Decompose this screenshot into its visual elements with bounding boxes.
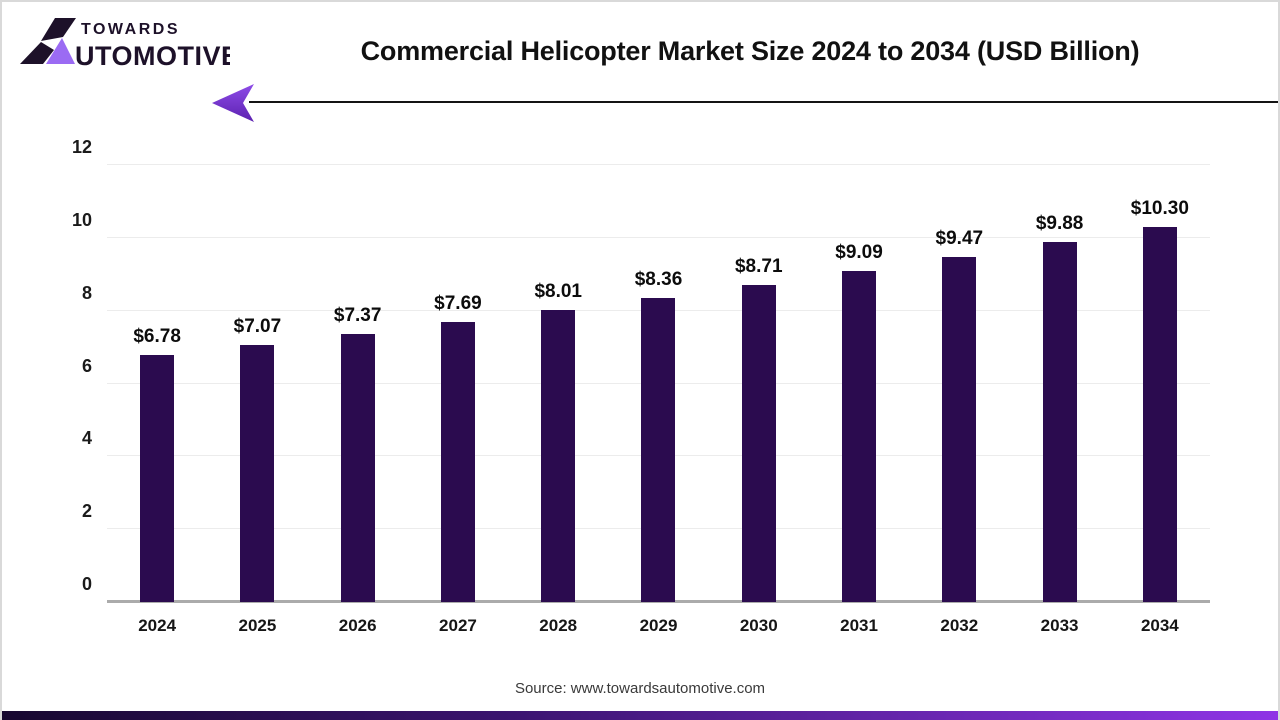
x-axis-tick-label: 2026	[338, 616, 377, 635]
bar-value-label: $9.09	[835, 241, 883, 263]
bar-2029	[641, 297, 676, 602]
bar-2025	[240, 344, 275, 602]
bar-value-label: $8.71	[734, 255, 783, 277]
bar-column-2028: $8.01 2028	[508, 165, 608, 634]
x-axis-tick-label: 2025	[238, 616, 277, 635]
x-axis-tick-label: 2031	[840, 616, 878, 635]
gridline	[107, 236, 1210, 238]
bar-column-2027: $7.69 2027	[408, 165, 508, 634]
bar-2026	[340, 333, 375, 602]
header-divider-line	[249, 101, 1278, 103]
bar-2024	[140, 355, 175, 602]
y-axis-tick-label: 2	[81, 501, 92, 522]
y-axis-tick-label: 10	[71, 209, 92, 230]
x-axis-tick-label: 2028	[539, 616, 578, 635]
x-axis-tick-label: 2029	[639, 616, 678, 635]
x-axis-tick-label: 2024	[138, 616, 177, 635]
bar-column-2030: $8.71 2030	[709, 165, 809, 634]
x-axis-tick-label: 2027	[439, 616, 477, 635]
logo-accent-triangle	[46, 38, 75, 64]
bar-2030	[741, 284, 776, 602]
source-text: Source: www.towardsautomotive.com	[514, 680, 766, 697]
bar-2034	[1142, 226, 1177, 602]
bar-2031	[842, 270, 877, 602]
bar-value-label: $7.37	[333, 304, 382, 326]
logo-top-text: TOWARDS	[81, 21, 180, 38]
x-axis-tick-label: 2032	[940, 616, 979, 635]
arrow-left-icon	[212, 84, 254, 122]
bar-2032	[942, 257, 977, 602]
bar-column-2025: $7.07 2025	[207, 165, 307, 634]
bar-2027	[440, 321, 475, 602]
bar-2033	[1042, 242, 1077, 602]
x-axis-tick-label: 2030	[739, 616, 778, 635]
bar-column-2033: $9.88 2033	[1009, 165, 1109, 634]
page-title: Commercial Helicopter Market Size 2024 t…	[360, 36, 1140, 66]
y-axis-tick-label: 4	[81, 428, 92, 449]
logo-peak-shape	[41, 18, 76, 41]
y-axis-tick-label: 8	[81, 282, 92, 303]
bar-value-label: $7.69	[434, 292, 482, 314]
bar-value-label: $6.78	[133, 326, 181, 348]
y-axis-tick-label: 0	[81, 574, 92, 594]
logo-bottom-text: UTOMOTIVE	[75, 41, 230, 70]
bar-column-2029: $8.36 2029	[608, 165, 708, 634]
bar-value-label: $10.30	[1130, 197, 1189, 219]
bar-column-2031: $9.09 2031	[809, 165, 909, 634]
bar-2028	[541, 310, 576, 602]
gridline	[107, 164, 1210, 165]
logo-foot-shape	[20, 42, 54, 64]
bar-value-label: $7.07	[233, 315, 282, 337]
bar-column-2026: $7.37 2026	[308, 165, 408, 634]
plot-area: 0 2 4 6 8 10 12 $6.78 2024 $7.07 2025 $7.37 2026 $7.6…	[72, 138, 1210, 634]
bar-value-label: $9.88	[1035, 213, 1084, 235]
bar-value-label: $8.01	[534, 281, 582, 303]
bar-column-2034: $10.30 2034	[1110, 165, 1210, 634]
bar-value-label: $9.47	[935, 228, 984, 250]
bar-column-2032: $9.47 2032	[909, 165, 1009, 634]
y-axis-tick-label: 6	[81, 355, 92, 376]
x-axis-tick-label: 2034	[1140, 616, 1179, 635]
x-axis-tick-label: 2033	[1040, 616, 1079, 635]
bar-value-label: $8.36	[634, 268, 683, 290]
y-axis-tick-label: 12	[71, 137, 92, 157]
towards-automotive-logo: TOWARDS UTOMOTIVE	[20, 18, 230, 70]
bar-column-2024: $6.78 2024	[107, 165, 207, 634]
footer-accent-bar	[2, 711, 1278, 720]
